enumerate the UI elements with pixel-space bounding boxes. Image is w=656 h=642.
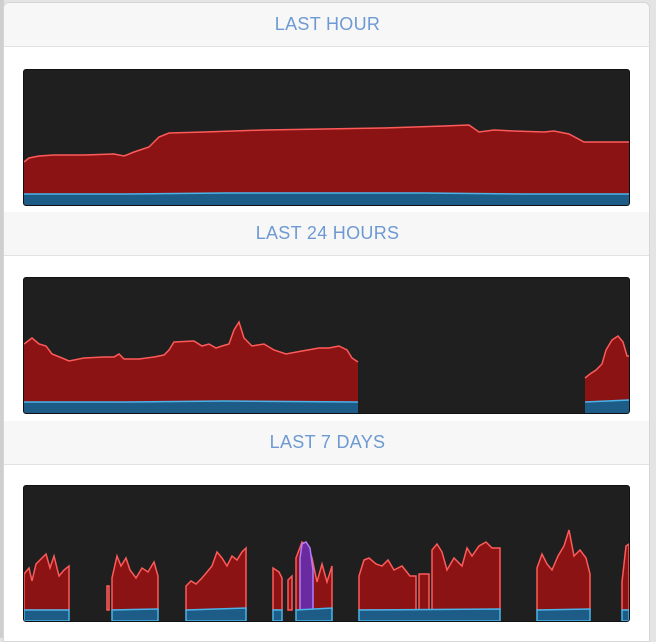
purple-spike <box>299 541 314 611</box>
red-area-segment <box>621 543 629 611</box>
red-line-segment <box>584 335 629 379</box>
red-areas <box>24 529 629 611</box>
red-area-segment <box>185 546 247 611</box>
blue-area-segment <box>295 607 333 621</box>
blue-area-segment <box>536 608 591 621</box>
usage-popover: LAST HOUR LAST 24 HOURS LAST 7 DAYS <box>3 2 650 642</box>
red-area-segment <box>24 322 358 402</box>
blue-areas <box>24 607 629 621</box>
blue-area-segment <box>185 607 247 621</box>
red-line-segment <box>24 320 359 363</box>
blue-area-segment <box>621 609 629 621</box>
graph-svg <box>24 529 629 621</box>
red-area-segment <box>287 574 293 611</box>
section-title: LAST 24 HOURS <box>255 223 400 243</box>
blue-area-segment <box>585 400 629 413</box>
blue-area-segment <box>24 609 70 621</box>
window-edge <box>0 0 4 638</box>
red-area-segment <box>106 585 110 611</box>
red-line <box>24 124 629 163</box>
blue-area-segment <box>24 401 358 413</box>
blue-line <box>24 192 629 195</box>
graph-last-7-days <box>23 485 630 622</box>
blue-line-segment <box>584 399 629 403</box>
red-area-segment <box>111 553 159 611</box>
graph-last-hour <box>23 69 630 206</box>
section-header-last-hour: LAST HOUR <box>4 3 649 47</box>
blue-area-segment <box>272 609 283 621</box>
section-title: LAST 7 DAYS <box>269 432 386 452</box>
red-area-segment <box>272 566 283 611</box>
blue-area-segment <box>358 608 501 621</box>
red-area-segment <box>431 541 501 611</box>
red-area-segment <box>536 529 591 611</box>
graph-last-24-hours <box>23 277 630 414</box>
blue-line-segment <box>24 400 359 403</box>
blue-area <box>24 193 629 205</box>
section-title: LAST HOUR <box>274 14 381 34</box>
red-area <box>24 125 629 194</box>
red-area-segment <box>585 336 629 402</box>
section-header-last-24-hours: LAST 24 HOURS <box>4 212 649 256</box>
red-area-segment <box>358 557 417 611</box>
blue-area-segment <box>111 608 159 621</box>
section-header-last-7-days: LAST 7 DAYS <box>4 421 649 465</box>
red-area-segment <box>418 573 430 611</box>
red-area-segment <box>24 552 70 611</box>
graph-svg <box>24 320 629 413</box>
graph-svg <box>24 124 629 205</box>
